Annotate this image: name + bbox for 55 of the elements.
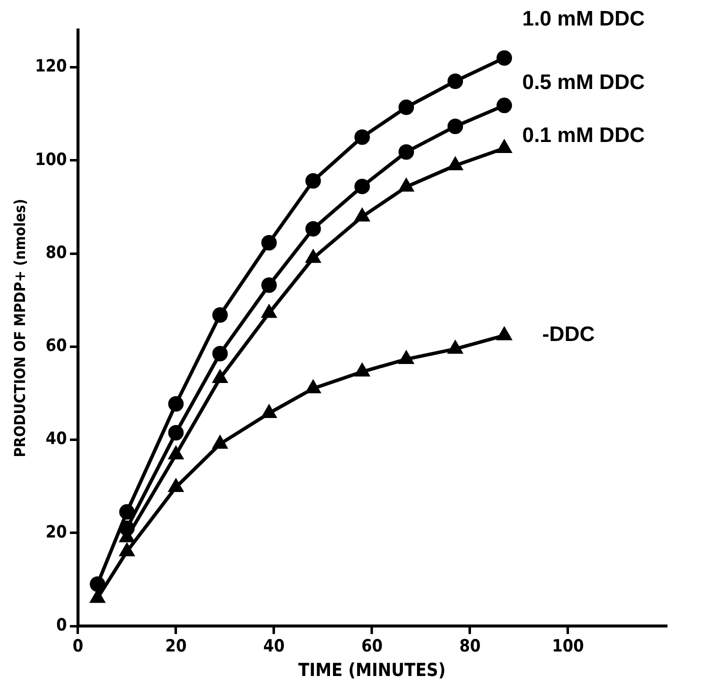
point [354, 178, 370, 194]
point [168, 479, 183, 492]
point [212, 346, 228, 362]
y-tick-label: 60 [46, 336, 67, 356]
point [355, 208, 370, 222]
point [306, 380, 320, 394]
point [90, 576, 106, 592]
point [399, 351, 414, 364]
point [497, 140, 512, 154]
point [213, 436, 227, 449]
y-tick-label: 120 [34, 56, 67, 77]
y-tick-label: 20 [46, 522, 67, 542]
series-label: 0.1 mM DDC [522, 124, 645, 148]
point [497, 328, 512, 340]
point [168, 396, 184, 412]
x-tick-label: 80 [459, 636, 481, 657]
x-axis-title: TIME (MINUTES) [298, 660, 446, 681]
y-tick-label: 0 [56, 615, 67, 636]
point [354, 129, 370, 145]
point [306, 250, 320, 263]
point [448, 341, 462, 354]
point [496, 50, 512, 66]
series-label: 0.5 mM DDC [522, 71, 645, 94]
point [355, 364, 370, 377]
point [261, 277, 277, 293]
y-tick-label: 100 [34, 150, 67, 170]
x-tick-label: 100 [552, 636, 584, 657]
point [262, 405, 276, 418]
x-tick-label: 20 [165, 636, 187, 657]
point [261, 235, 277, 251]
point [496, 98, 512, 114]
point [399, 179, 414, 192]
point [398, 100, 414, 116]
x-tick-label: 0 [72, 636, 84, 657]
point [212, 307, 228, 323]
x-tick-label: 40 [263, 636, 285, 657]
point [448, 118, 464, 134]
point [168, 425, 184, 441]
point [90, 590, 104, 603]
point [119, 504, 135, 520]
x-tick-label: 60 [361, 636, 383, 657]
point [448, 158, 462, 170]
y-axis-title: PRODUCTION OF MPDP+ (nmoles) [10, 198, 29, 458]
point [305, 221, 321, 237]
point [213, 370, 227, 384]
point [398, 144, 414, 160]
series-label: 1.0 mM DDC [522, 8, 645, 31]
y-tick-label: 40 [46, 429, 67, 450]
y-tick-label: 80 [46, 242, 67, 263]
series-label: -DDC [542, 323, 595, 346]
point [120, 544, 134, 556]
point [305, 173, 321, 189]
point [168, 446, 183, 460]
point [448, 73, 464, 89]
point [262, 305, 276, 318]
